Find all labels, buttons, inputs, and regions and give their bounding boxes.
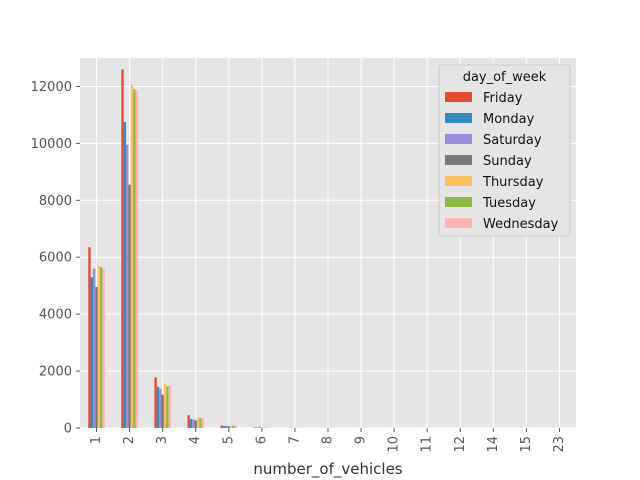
legend-swatch-thursday — [445, 176, 472, 186]
bar-wednesday-2 — [135, 90, 138, 428]
x-tick-label: 11 — [420, 436, 435, 453]
grid-lines — [80, 58, 576, 429]
y-tick-label: 6000 — [39, 251, 72, 266]
y-tick-label: 2000 — [39, 365, 72, 380]
bar-friday-1 — [88, 247, 91, 428]
bar-thursday-2 — [130, 85, 134, 429]
legend-swatch-friday — [445, 92, 472, 102]
bar-saturday-2 — [126, 144, 129, 429]
legend-label-monday: Monday — [483, 112, 535, 127]
x-tick-label: 10 — [387, 436, 402, 453]
legend-label-thursday: Thursday — [482, 175, 544, 190]
x-tick-label: 1 — [89, 436, 104, 444]
y-axis-ticks: 0 2000 4000 6000 8000 10000 12000 — [31, 80, 80, 437]
y-tick-label: 4000 — [39, 308, 72, 323]
bar-sunday-2 — [128, 184, 131, 428]
bar-thursday-1 — [97, 265, 101, 428]
legend-swatch-saturday — [445, 134, 472, 144]
legend: day_of_week Friday Monday Saturday Sunday Th… — [438, 64, 571, 237]
legend-swatch-wednesday — [445, 218, 472, 228]
bar-monday-4 — [189, 418, 193, 428]
x-axis-label: number_of_vehicles — [253, 460, 402, 479]
legend-title: day_of_week — [463, 70, 547, 85]
legend-label-friday: Friday — [483, 91, 523, 106]
bar-friday-3 — [154, 377, 157, 428]
x-tick-label: 7 — [287, 436, 302, 444]
bar-saturday-3 — [159, 388, 162, 428]
bar-monday-3 — [156, 386, 160, 428]
bar-saturday-5 — [225, 425, 228, 428]
x-tick-label: 12 — [453, 436, 468, 453]
bar-sunday-1 — [95, 287, 98, 428]
x-tick-label: 23 — [552, 436, 567, 453]
legend-swatch-sunday — [445, 155, 472, 165]
bar-thursday-5 — [229, 425, 233, 428]
x-tick-label: 8 — [321, 436, 336, 444]
bar-tuesday-1 — [100, 267, 103, 428]
y-tick-label: 12000 — [31, 80, 72, 95]
bar-friday-2 — [121, 69, 124, 428]
bar-tuesday-2 — [133, 89, 136, 429]
x-tick-label: 14 — [486, 436, 501, 453]
bar-friday-5 — [220, 425, 223, 428]
bar-sunday-5 — [227, 426, 230, 428]
bar-saturday-1 — [92, 268, 96, 428]
bar-wednesday-5 — [234, 425, 238, 428]
bar-saturday-4 — [192, 419, 195, 428]
legend-label-sunday: Sunday — [483, 154, 532, 169]
bars — [88, 69, 561, 429]
legend-label-tuesday: Tuesday — [482, 196, 536, 211]
y-tick-label: 8000 — [39, 194, 72, 209]
bar-sunday-3 — [161, 394, 164, 428]
bar-saturday-6 — [258, 426, 261, 428]
x-tick-label: 15 — [519, 436, 534, 453]
bar-tuesday-5 — [232, 425, 235, 428]
x-axis-ticks: 1 2 3 4 5 6 7 8 9 10 11 12 14 15 23 — [89, 428, 567, 453]
bar-monday-1 — [90, 277, 93, 428]
x-tick-label: 2 — [122, 436, 137, 444]
y-tick-label: 0 — [64, 422, 72, 437]
legend-box — [438, 64, 571, 237]
legend-swatch-monday — [445, 113, 472, 123]
y-tick-label: 10000 — [31, 137, 72, 152]
bar-sunday-4 — [194, 420, 197, 428]
bar-wednesday-4 — [201, 418, 204, 428]
bar-thursday-4 — [196, 417, 200, 428]
x-tick-label: 4 — [188, 436, 203, 444]
bar-wednesday-3 — [168, 385, 171, 428]
bar-friday-4 — [187, 415, 190, 428]
legend-label-wednesday: Wednesday — [483, 217, 559, 232]
bar-monday-5 — [222, 426, 226, 428]
x-tick-label: 6 — [254, 436, 269, 444]
bar-tuesday-3 — [166, 386, 169, 428]
bar-tuesday-4 — [199, 418, 202, 428]
x-tick-label: 3 — [155, 436, 170, 444]
legend-swatch-tuesday — [445, 197, 472, 207]
x-tick-label: 9 — [354, 436, 369, 444]
bar-wednesday-1 — [102, 268, 105, 428]
x-tick-label: 5 — [221, 436, 236, 444]
legend-label-saturday: Saturday — [483, 133, 542, 148]
bar-thursday-3 — [163, 383, 167, 428]
bar-monday-2 — [123, 122, 127, 429]
